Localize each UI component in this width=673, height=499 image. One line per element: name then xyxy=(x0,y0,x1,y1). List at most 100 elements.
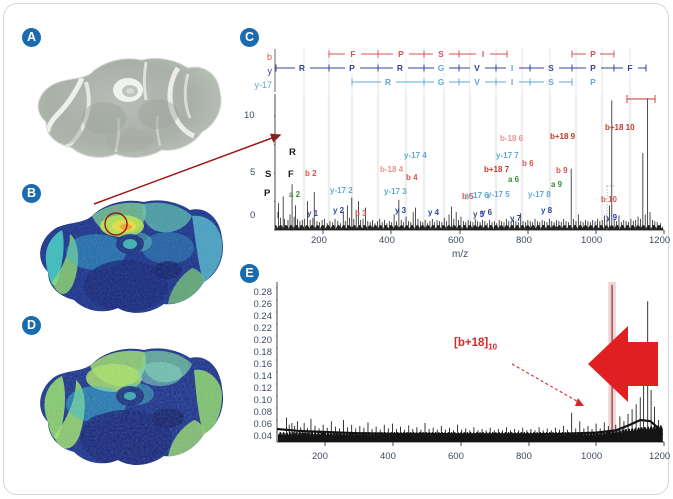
peak-label-y3: y 3 xyxy=(395,206,407,215)
peak-label-y5: y 5 xyxy=(473,210,485,219)
svg-text:P: P xyxy=(349,63,355,73)
panel-a-tissue-image xyxy=(18,48,230,168)
panel-label-c: C xyxy=(240,28,259,47)
peak-label-b5: b 5 xyxy=(462,192,474,201)
peak-label-b10: b 10 xyxy=(601,195,618,204)
panel-e-annotation-main: [b+18] xyxy=(454,337,489,349)
panel-c-xtick-1200: 1200 xyxy=(649,235,671,246)
panel-e-ytick-0-10: 0.10 xyxy=(253,395,273,406)
panel-c-xtick-1000: 1000 xyxy=(581,235,603,246)
roi-to-spectrum-arrow xyxy=(93,133,282,205)
svg-text:P: P xyxy=(590,63,596,73)
peak-label-y17-5: y-17 5 xyxy=(487,190,510,199)
highlight-arrow xyxy=(588,326,658,402)
panel-c-spectrum-plot xyxy=(274,94,665,234)
panel-label-e: E xyxy=(240,264,259,283)
panel-c-xtick-600: 600 xyxy=(448,235,464,246)
peak-label-b4: b 4 xyxy=(406,173,418,182)
fragment-ladder-diagram: FP SI P FP SI P xyxy=(274,48,647,94)
panel-e-ytick-0-26: 0.26 xyxy=(253,299,273,310)
svg-text:G: G xyxy=(438,77,445,87)
panel-e-annotation: [b+18]10 xyxy=(454,337,498,352)
ladder-label-y17: y-17 xyxy=(254,80,272,90)
panel-e-ytick-0-28: 0.28 xyxy=(253,287,273,298)
immonium-label-s: S xyxy=(265,169,272,180)
panel-e-ytick-0-08: 0.08 xyxy=(253,407,273,418)
panel-e-xtick-400: 400 xyxy=(380,451,396,462)
peak-label-b6: b 6 xyxy=(522,159,534,168)
panel-e-spectrum-plot xyxy=(276,282,665,446)
ladder-label-y: y xyxy=(267,66,273,76)
immonium-label-i: I xyxy=(277,210,280,220)
peak-label-a9: a 9 xyxy=(551,180,563,189)
panel-label-b: B xyxy=(22,184,41,203)
svg-text:R: R xyxy=(299,63,305,73)
panel-b-ion-image xyxy=(18,186,230,326)
svg-text:F: F xyxy=(350,49,355,59)
panel-e-ytick-0-24: 0.24 xyxy=(253,311,273,322)
panel-e-ytick-0-04: 0.04 xyxy=(253,431,273,442)
panel-c-xtick-400: 400 xyxy=(379,235,395,246)
peak-label-y4: y 4 xyxy=(428,208,440,217)
svg-text:P: P xyxy=(398,49,404,59)
immonium-label-r: R xyxy=(289,147,296,158)
peak-label-b3: b 3 xyxy=(355,209,367,218)
panel-c-ytick-5: 5 xyxy=(250,167,256,178)
peak-label-b18-9: b+18 9 xyxy=(550,132,576,141)
peak-label-y9: y 9 xyxy=(606,213,618,222)
svg-text:S: S xyxy=(548,77,554,87)
peak-label-y17-3: y-17 3 xyxy=(384,187,407,196)
panel-e-ytick-0-16: 0.16 xyxy=(253,359,273,370)
peak-label-a6: a 6 xyxy=(508,175,520,184)
peak-label-y7: y 7 xyxy=(510,214,522,223)
panel-e-ytick-0-22: 0.22 xyxy=(253,323,273,334)
panel-e-ytick-0-12: 0.12 xyxy=(253,383,273,394)
panel-c-xtick-200: 200 xyxy=(311,235,327,246)
svg-text:I: I xyxy=(511,63,513,73)
svg-text:S: S xyxy=(438,49,444,59)
peak-label-b18-10: b+18 10 xyxy=(605,123,635,132)
peak-label-b2: b 2 xyxy=(305,169,317,178)
svg-text:F: F xyxy=(627,63,632,73)
peak-label-a2: a 2 xyxy=(289,190,301,199)
panel-d-ion-image xyxy=(18,330,230,480)
peak-label-y1: y 1 xyxy=(307,209,319,218)
ladder-label-b: b xyxy=(266,52,272,62)
peak-label-y17-6: y-17 6 xyxy=(466,191,489,200)
svg-text:I: I xyxy=(511,77,513,87)
panel-e-xtick-200: 200 xyxy=(312,451,328,462)
svg-text:G: G xyxy=(438,63,445,73)
immonium-label-f: F xyxy=(288,169,294,180)
peak-label-y8: y 8 xyxy=(541,206,553,215)
svg-text:R: R xyxy=(385,77,391,87)
svg-text:I: I xyxy=(482,49,484,59)
peak-label-b-18-4: b-18 4 xyxy=(380,165,404,174)
svg-text:S: S xyxy=(548,63,554,73)
panel-e-xtick-1200: 1200 xyxy=(649,451,671,462)
peak-label-y17-2: y-17 2 xyxy=(330,186,353,195)
roi-circle xyxy=(104,212,128,236)
svg-text:V: V xyxy=(474,77,480,87)
peak-label-y6: y 6 xyxy=(481,208,493,217)
panel-e-xtick-800: 800 xyxy=(516,451,532,462)
peak-label-y17-8: y-17 8 xyxy=(528,190,551,199)
panel-e-ytick-0-18: 0.18 xyxy=(253,347,273,358)
panel-c-ytick-10: 10 xyxy=(244,110,255,121)
immonium-label-p: P xyxy=(264,188,271,199)
svg-text:V: V xyxy=(474,63,480,73)
peak-label-b9: b 9 xyxy=(556,166,568,175)
panel-e-xtick-1000: 1000 xyxy=(581,451,603,462)
panel-e-xtick-600: 600 xyxy=(448,451,464,462)
panel-e-ytick-0-14: 0.14 xyxy=(253,371,273,382)
panel-e-annotation-sub: 10 xyxy=(488,342,498,352)
svg-text:P: P xyxy=(590,49,596,59)
panel-c-ytick-0: 0 xyxy=(250,210,256,221)
panel-label-a: A xyxy=(22,28,41,47)
peak-label-y17-4: y-17 4 xyxy=(404,151,427,160)
panel-e-ytick-0-06: 0.06 xyxy=(253,419,273,430)
peak-label-b18-7: b+18 7 xyxy=(484,165,510,174)
panel-c-xaxis-title: m/z xyxy=(452,249,469,260)
peak-label-y2: y 2 xyxy=(333,206,345,215)
panel-e-ytick-0-20: 0.20 xyxy=(253,335,273,346)
